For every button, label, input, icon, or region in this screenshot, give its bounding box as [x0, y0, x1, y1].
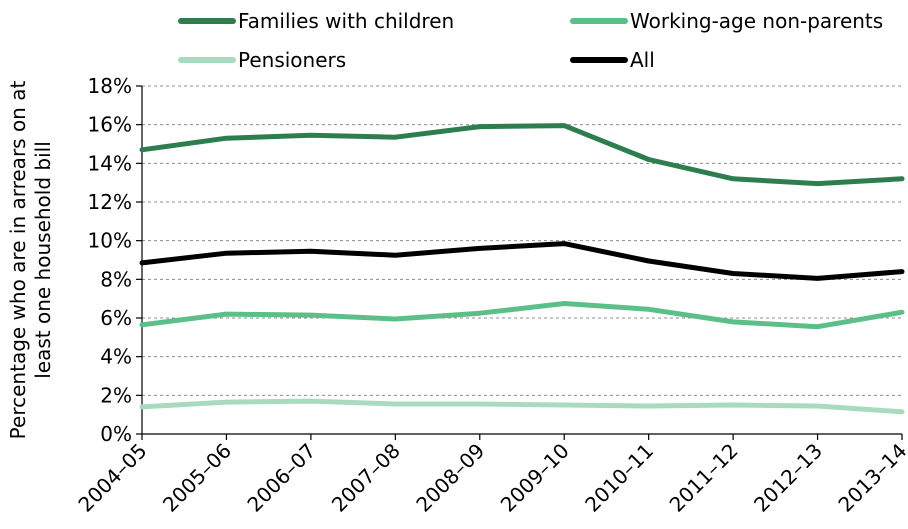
x-tick-label: 2010–11 [580, 439, 658, 517]
data-point-pensioners [563, 404, 565, 406]
data-point-all [901, 271, 903, 273]
y-axis-ticks: 0% 2% 4% 6% 8% 10% 12% 14% 16% 18% [88, 74, 142, 446]
legend-item-families-with-children: Families with children [178, 8, 454, 34]
data-point-pensioners [394, 403, 396, 405]
data-point-all [648, 260, 650, 262]
data-point-families-with-children [732, 178, 734, 180]
data-point-pensioners [141, 406, 143, 408]
data-point-pensioners [732, 404, 734, 406]
data-point-all [563, 243, 565, 245]
y-tick-label: 10% [88, 229, 132, 253]
data-point-all [141, 262, 143, 264]
data-point-pensioners [901, 411, 903, 413]
data-point-working-age-non-parents [394, 318, 396, 320]
y-tick-label: 18% [88, 74, 132, 98]
y-axis-title-line2: least one household bill [31, 141, 55, 379]
y-tick-label: 14% [88, 151, 132, 175]
data-point-pensioners [817, 405, 819, 407]
series-line-families-with-children [139, 123, 905, 187]
chart-legend: Families with children Working-age non-p… [0, 0, 908, 80]
data-point-pensioners [479, 403, 481, 405]
data-point-working-age-non-parents [310, 314, 312, 316]
data-point-all [310, 250, 312, 252]
data-point-families-with-children [310, 134, 312, 136]
x-tick-label: 2012–13 [749, 439, 827, 517]
y-tick-label: 6% [100, 306, 132, 330]
data-point-pensioners [225, 401, 227, 403]
legend-label-all: All [630, 48, 655, 72]
legend-item-working-age-non-parents: Working-age non-parents [570, 8, 883, 34]
series-line-all [139, 241, 905, 281]
data-point-families-with-children [394, 136, 396, 138]
y-tick-label: 12% [88, 190, 132, 214]
gridlines [142, 85, 902, 396]
x-tick-label: 2005–06 [158, 439, 236, 517]
data-point-working-age-non-parents [225, 313, 227, 315]
data-point-working-age-non-parents [479, 312, 481, 314]
data-point-all [394, 254, 396, 256]
data-point-working-age-non-parents [901, 311, 903, 313]
data-point-working-age-non-parents [563, 303, 565, 304]
legend-swatch-pensioners [178, 57, 236, 63]
legend-swatch-all [570, 57, 628, 63]
x-tick-label: 2008–09 [411, 439, 489, 517]
axes [141, 86, 902, 435]
legend-item-pensioners: Pensioners [178, 47, 346, 73]
data-point-families-with-children [901, 178, 903, 180]
series-line-working-age-non-parents [139, 301, 905, 330]
y-tick-label: 4% [100, 345, 132, 369]
legend-swatch-families-with-children [178, 18, 236, 24]
data-point-all [732, 273, 734, 275]
legend-label-families-with-children: Families with children [238, 9, 455, 33]
y-tick-label: 2% [100, 383, 132, 407]
data-point-working-age-non-parents [141, 324, 143, 326]
data-point-working-age-non-parents [732, 321, 734, 323]
x-tick-label: 2004–05 [73, 439, 151, 517]
data-point-working-age-non-parents [648, 308, 650, 310]
x-tick-label: 2013–14 [833, 439, 908, 517]
data-point-families-with-children [225, 137, 227, 139]
legend-label-working-age-non-parents: Working-age non-parents [630, 9, 884, 33]
data-point-all [479, 247, 481, 249]
data-point-pensioners [648, 405, 650, 407]
x-axis-ticks: 2004–05 2005–06 2006–07 2007–08 2008–09 2009–… [73, 434, 908, 517]
data-point-families-with-children [648, 158, 650, 160]
series-line-pensioners [139, 398, 905, 415]
data-point-families-with-children [817, 183, 819, 185]
y-tick-label: 0% [100, 422, 132, 446]
data-point-all [817, 277, 819, 279]
x-tick-label: 2011–12 [665, 439, 743, 517]
data-point-families-with-children [563, 125, 565, 127]
data-point-pensioners [310, 400, 312, 402]
y-tick-label: 16% [88, 113, 132, 137]
x-tick-label: 2006–07 [242, 439, 320, 517]
legend-label-pensioners: Pensioners [238, 48, 347, 72]
series-lines [139, 123, 905, 415]
x-tick-label: 2007–08 [327, 439, 405, 517]
y-axis-title-line1: Percentage who are in arrears on at [6, 81, 30, 440]
legend-swatch-working-age-non-parents [570, 18, 628, 24]
legend-item-all: All [570, 47, 655, 73]
data-point-all [225, 252, 227, 254]
data-point-families-with-children [141, 149, 143, 151]
data-point-working-age-non-parents [817, 326, 819, 328]
data-point-families-with-children [479, 126, 481, 128]
y-tick-label: 8% [100, 267, 132, 291]
x-tick-label: 2009–10 [496, 439, 574, 517]
